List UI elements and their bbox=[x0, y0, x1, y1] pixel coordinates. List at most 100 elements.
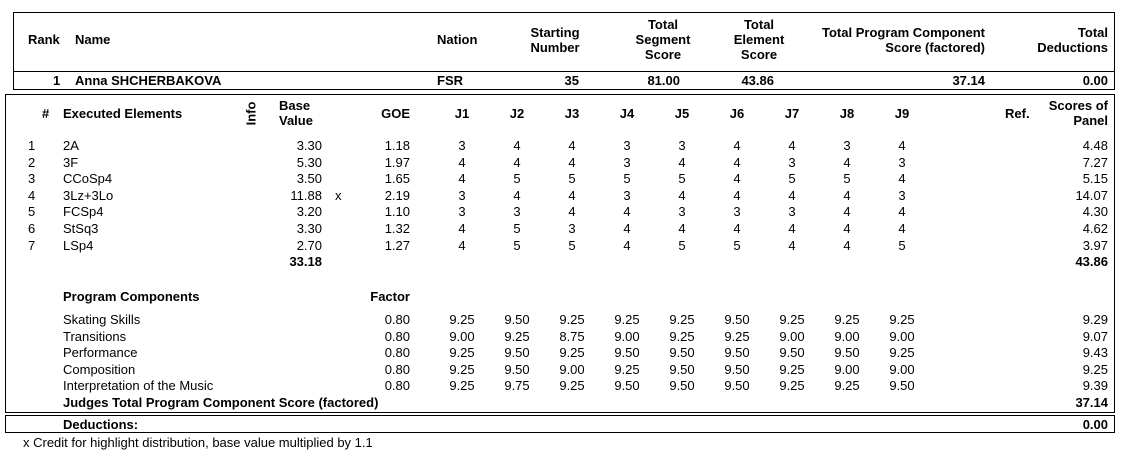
component-factor: 0.80 bbox=[384, 378, 410, 393]
component-judge-score: 9.25 bbox=[559, 378, 585, 393]
element-judge-score: 4 bbox=[843, 188, 851, 203]
component-judge-score: 9.50 bbox=[504, 312, 530, 327]
element-judge-score: 5 bbox=[788, 171, 796, 186]
element-judge-score: 5 bbox=[843, 171, 851, 186]
element-judge-score: 3 bbox=[623, 155, 631, 170]
element-judge-score: 4 bbox=[458, 155, 466, 170]
element-panel-score: 3.97 bbox=[1082, 238, 1108, 253]
component-factor: 0.80 bbox=[384, 329, 410, 344]
component-name: Performance bbox=[63, 345, 138, 360]
element-name: 3F bbox=[63, 155, 79, 170]
element-judge-score: 5 bbox=[513, 171, 521, 186]
element-judge-score: 3 bbox=[513, 204, 521, 219]
element-judge-score: 5 bbox=[623, 171, 631, 186]
element-info: x bbox=[335, 188, 342, 203]
footnote: x Credit for highlight distribution, bas… bbox=[23, 435, 373, 450]
element-judge-score: 4 bbox=[678, 155, 686, 170]
element-base-value: 3.20 bbox=[296, 204, 322, 219]
component-judge-score: 9.50 bbox=[779, 345, 805, 360]
component-judge-score: 9.25 bbox=[779, 378, 805, 393]
element-name: StSq3 bbox=[63, 221, 99, 236]
element-judge-score: 4 bbox=[458, 221, 466, 236]
skater-deductions: 0.00 bbox=[1082, 73, 1108, 88]
component-judge-score: 9.25 bbox=[449, 312, 475, 327]
header-executed-elements: Executed Elements bbox=[63, 106, 183, 121]
element-judge-score: 4 bbox=[513, 188, 521, 203]
element-goe: 1.18 bbox=[384, 138, 410, 153]
element-panel-score: 14.07 bbox=[1075, 188, 1108, 203]
element-judge-score: 4 bbox=[898, 204, 906, 219]
component-name: Composition bbox=[63, 362, 136, 377]
element-judge-score: 4 bbox=[843, 221, 851, 236]
element-goe: 1.97 bbox=[384, 155, 410, 170]
element-judge-score: 4 bbox=[898, 221, 906, 236]
component-judge-score: 9.50 bbox=[669, 345, 695, 360]
element-judge-score: 4 bbox=[733, 221, 741, 236]
element-judge-score: 3 bbox=[623, 138, 631, 153]
element-judge-score: 4 bbox=[568, 188, 576, 203]
element-judge-score: 4 bbox=[788, 238, 796, 253]
header-tss: Total Segment Score bbox=[635, 17, 691, 62]
component-judge-score: 9.50 bbox=[614, 345, 640, 360]
component-judge-score: 9.50 bbox=[724, 378, 750, 393]
element-judge-score: 3 bbox=[898, 155, 906, 170]
details-box bbox=[5, 94, 1115, 413]
summary-box bbox=[13, 12, 1115, 90]
element-judge-score: 4 bbox=[843, 204, 851, 219]
element-name: 2A bbox=[63, 138, 79, 153]
element-judge-score: 4 bbox=[568, 138, 576, 153]
component-judge-score: 9.50 bbox=[724, 345, 750, 360]
component-judge-score: 9.25 bbox=[669, 312, 695, 327]
header-judge-3: J3 bbox=[564, 106, 580, 121]
element-goe: 1.10 bbox=[384, 204, 410, 219]
component-factor: 0.80 bbox=[384, 312, 410, 327]
element-name: 3Lz+3Lo bbox=[63, 188, 114, 203]
component-judge-score: 9.25 bbox=[779, 362, 805, 377]
header-name: Name bbox=[75, 32, 111, 47]
component-factor: 0.80 bbox=[384, 345, 410, 360]
skater-starting-number: 35 bbox=[564, 73, 579, 88]
element-judge-score: 5 bbox=[733, 238, 741, 253]
component-judge-score: 9.00 bbox=[449, 329, 475, 344]
deductions-value: 0.00 bbox=[1082, 417, 1108, 432]
component-judge-score: 9.25 bbox=[559, 345, 585, 360]
component-judge-score: 9.25 bbox=[724, 329, 750, 344]
element-num: 5 bbox=[28, 204, 36, 219]
element-judge-score: 4 bbox=[623, 221, 631, 236]
skater-name: Anna SHCHERBAKOVA bbox=[75, 73, 222, 88]
element-base-value: 2.70 bbox=[296, 238, 322, 253]
header-base-value: Base Value bbox=[279, 98, 313, 128]
header-pcs: Total Program Component Score (factored) bbox=[822, 25, 985, 55]
component-judge-score: 9.50 bbox=[834, 345, 860, 360]
header-judge-9: J9 bbox=[894, 106, 910, 121]
element-judge-score: 5 bbox=[898, 238, 906, 253]
header-info: Info bbox=[243, 101, 259, 126]
skater-pcs: 37.14 bbox=[952, 73, 985, 88]
component-judge-score: 9.00 bbox=[834, 362, 860, 377]
header-judge-1: J1 bbox=[454, 106, 470, 121]
element-goe: 1.32 bbox=[384, 221, 410, 236]
component-judge-score: 9.25 bbox=[889, 345, 915, 360]
element-panel-score: 4.48 bbox=[1082, 138, 1108, 153]
component-panel-score: 9.07 bbox=[1082, 329, 1108, 344]
element-base-value: 5.30 bbox=[296, 155, 322, 170]
component-judge-score: 9.25 bbox=[504, 329, 530, 344]
component-judge-score: 9.25 bbox=[834, 378, 860, 393]
element-judge-score: 3 bbox=[458, 188, 466, 203]
skater-rank: 1 bbox=[53, 73, 61, 88]
element-judge-score: 3 bbox=[843, 138, 851, 153]
element-judge-score: 4 bbox=[843, 238, 851, 253]
component-judge-score: 9.25 bbox=[614, 312, 640, 327]
element-judge-score: 4 bbox=[678, 188, 686, 203]
header-judge-5: J5 bbox=[674, 106, 690, 121]
element-judge-score: 3 bbox=[788, 155, 796, 170]
element-judge-score: 4 bbox=[678, 221, 686, 236]
element-judge-score: 5 bbox=[513, 238, 521, 253]
component-judge-score: 9.50 bbox=[724, 362, 750, 377]
component-name: Skating Skills bbox=[63, 312, 141, 327]
component-panel-score: 9.39 bbox=[1082, 378, 1108, 393]
element-panel-score: 7.27 bbox=[1082, 155, 1108, 170]
component-judge-score: 9.25 bbox=[834, 312, 860, 327]
component-judge-score: 9.25 bbox=[614, 362, 640, 377]
component-judge-score: 8.75 bbox=[559, 329, 585, 344]
